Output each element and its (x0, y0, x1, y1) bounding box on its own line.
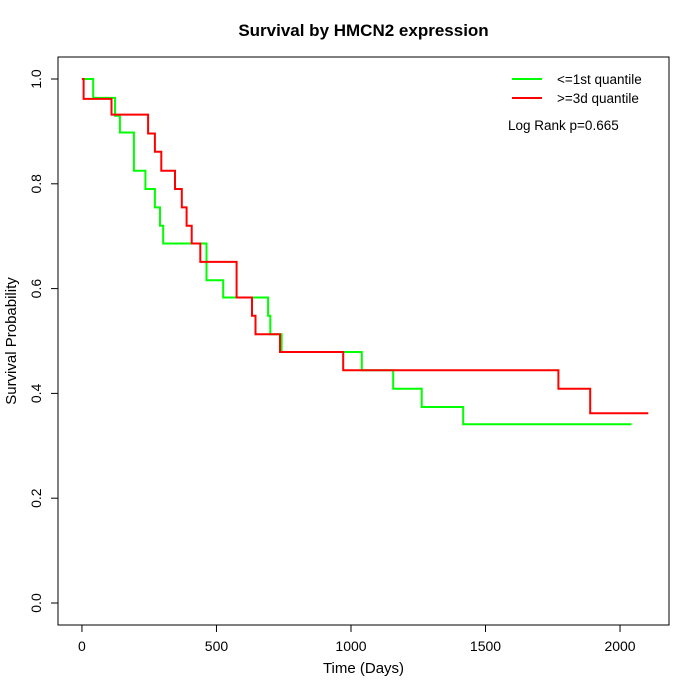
km-curve-high-quantile (81, 78, 649, 415)
log-rank-annotation: Log Rank p=0.665 (508, 118, 619, 133)
x-tick-label: 2000 (604, 638, 635, 654)
x-tick-label: 500 (205, 638, 229, 654)
x-tick-label: 1000 (335, 638, 366, 654)
legend: <=1st quantile >=3d quantile Log Rank p=… (508, 72, 642, 133)
chart-title: Survival by HMCN2 expression (238, 21, 488, 40)
x-tick-label: 0 (78, 638, 86, 654)
plot-box (57, 56, 670, 626)
y-axis-label: Survival Probability (3, 277, 20, 405)
x-axis-label: Time (Days) (323, 660, 404, 677)
y-axis-ticks: 0.0 0.2 0.4 0.6 0.8 1.0 (28, 69, 58, 613)
y-tick-label: 0.2 (28, 488, 44, 508)
y-tick-label: 0.4 (28, 383, 44, 403)
km-curves (81, 78, 649, 426)
y-tick-label: 0.8 (28, 174, 44, 194)
legend-label-high-quantile: >=3d quantile (557, 91, 639, 106)
x-tick-label: 1500 (470, 638, 501, 654)
y-tick-label: 0.0 (28, 593, 44, 613)
y-tick-label: 1.0 (28, 69, 44, 89)
y-tick-label: 0.6 (28, 279, 44, 299)
x-axis-ticks: 0 500 1000 1500 2000 (78, 625, 636, 654)
legend-label-low-quantile: <=1st quantile (557, 72, 642, 87)
